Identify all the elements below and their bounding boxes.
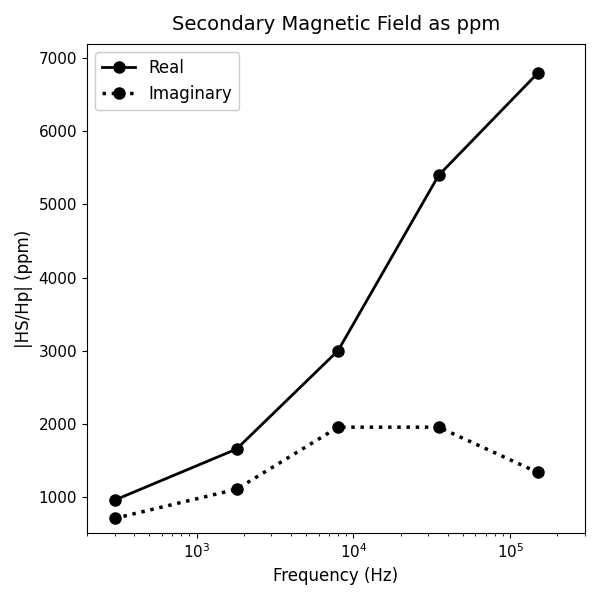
Legend: Real, Imaginary: Real, Imaginary bbox=[95, 52, 239, 110]
Imaginary bbox=[233, 485, 240, 493]
Imaginary bbox=[534, 469, 541, 476]
Real bbox=[435, 172, 442, 179]
X-axis label: Frequency (Hz): Frequency (Hz) bbox=[274, 567, 398, 585]
Line: Real: Real bbox=[109, 68, 544, 506]
Real bbox=[233, 445, 240, 452]
Imaginary bbox=[111, 515, 118, 522]
Real bbox=[111, 497, 118, 504]
Title: Secondary Magnetic Field as ppm: Secondary Magnetic Field as ppm bbox=[172, 15, 500, 34]
Y-axis label: |HS/Hp| (ppm): |HS/Hp| (ppm) bbox=[15, 229, 33, 347]
Imaginary bbox=[435, 424, 442, 431]
Real bbox=[335, 347, 342, 354]
Line: Imaginary: Imaginary bbox=[109, 422, 544, 524]
Imaginary bbox=[335, 424, 342, 431]
Real bbox=[534, 70, 541, 77]
